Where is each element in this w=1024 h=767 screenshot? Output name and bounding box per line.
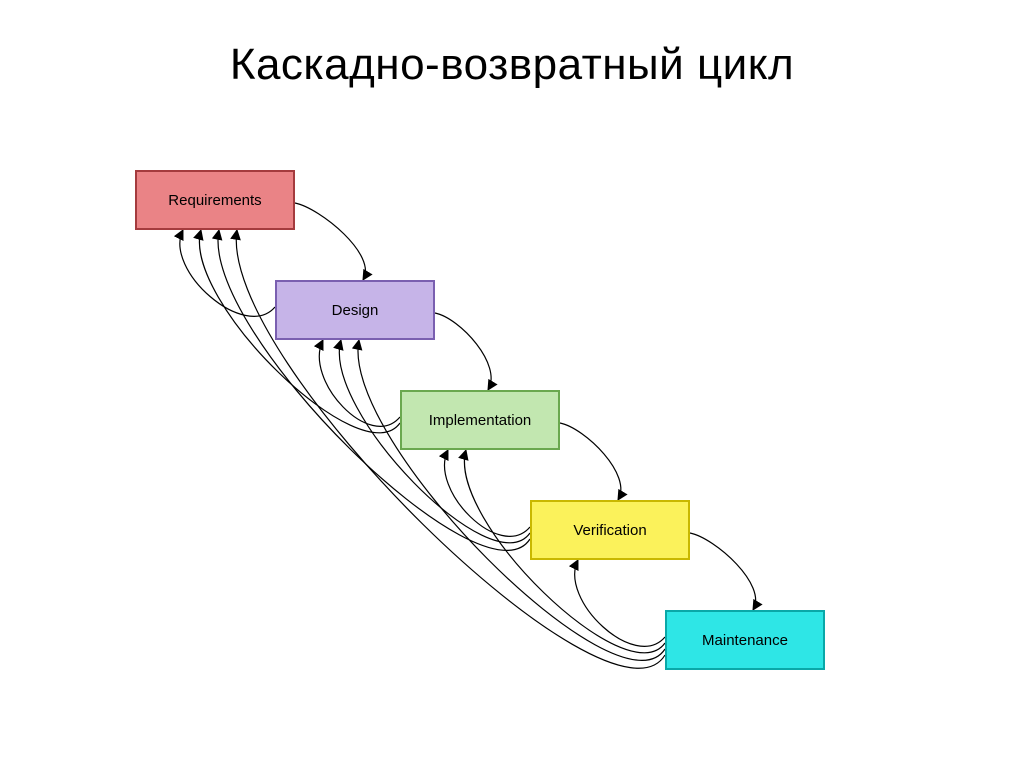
forward-edge-ver-mnt [690,533,756,610]
feedback-edge-mnt-ver [575,560,665,646]
waterfall-diagram: Requirements Design Implementation Verifica… [0,140,1024,740]
node-des: Design [275,280,435,340]
node-impl: Implementation [400,390,560,450]
forward-edge-impl-ver [560,423,621,500]
node-ver: Verification [530,500,690,560]
feedback-edge-ver-impl [445,450,530,536]
forward-edge-des-impl [435,313,491,390]
feedback-edge-des-req [180,230,275,316]
page-title: Каскадно-возвратный цикл [0,40,1024,90]
node-req: Requirements [135,170,295,230]
forward-edge-req-des [295,203,365,280]
node-mnt: Maintenance [665,610,825,670]
feedback-edge-impl-des [319,340,400,426]
